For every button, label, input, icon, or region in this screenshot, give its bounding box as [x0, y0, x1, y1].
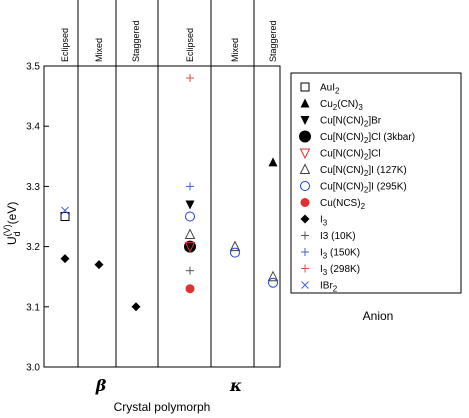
legend-entry-label: Cu2(CN)3 — [320, 99, 363, 112]
group-labels: Eclipsed Mixed Staggered Eclipsed Mixed Stagg… — [60, 20, 278, 62]
legend-entry-label: Cu[N(CN)2]Br — [320, 116, 382, 129]
group-label-staggered: Staggered — [131, 20, 141, 62]
legend-entry-label: Cu[N(CN)2]I (295K) — [320, 182, 407, 195]
point-cu-n-cn-2-i-127k- — [267, 270, 279, 282]
legend-marker — [301, 248, 309, 256]
legend-marker — [301, 264, 309, 273]
point-cu-n-cn-2-cl — [184, 242, 196, 253]
legend-entry-label: I3 (298K) — [320, 264, 360, 277]
point-cu-n-cn-2-i-295k- — [185, 211, 195, 222]
point-cu-n-cn-2-cl-3kbar- — [184, 240, 196, 253]
point-i3-10k- — [186, 266, 194, 275]
point-ibr2 — [61, 206, 69, 215]
legend-entry-label: Cu[N(CN)2]I (127K) — [320, 165, 407, 178]
legend-entry-label: Cu(NCS)2 — [320, 198, 366, 211]
plot-border — [43, 65, 281, 368]
group-label-eclipsed: Eclipsed — [60, 28, 70, 62]
legend-marker — [300, 98, 310, 108]
group-dividers — [77, 0, 255, 367]
point-cu-n-cn-2-br — [185, 200, 195, 210]
legend-marker — [300, 181, 310, 191]
group-label-eclipsed: Eclipsed — [185, 28, 195, 62]
group-label-mixed: Mixed — [230, 38, 240, 62]
point-cu-n-cn-2-i-295k- — [230, 247, 240, 258]
point-i3 — [60, 254, 70, 264]
data-points — [60, 74, 279, 312]
point-cu-ncs-2 — [185, 284, 195, 294]
y-tick-label: 3.4 — [26, 122, 40, 133]
point-cu-n-cn-2-i-295k- — [268, 277, 278, 288]
y-axis-title: Ud(V)(eV) — [2, 202, 22, 245]
legend-marker — [299, 163, 311, 174]
group-label-staggered: Staggered — [268, 20, 278, 62]
point-i3-298k- — [186, 74, 194, 83]
polymorph-label-kappa: κ — [229, 376, 242, 395]
point-cu2-cn-3 — [268, 157, 278, 167]
legend-marker — [299, 148, 311, 160]
legend: AuI2 Cu2(CN)3 Cu[N(CN)2]Br Cu[N(CN)2]Cl (3k… — [290, 72, 462, 294]
y-tick-label: 3.3 — [26, 182, 40, 193]
legend-title: Anion — [363, 309, 394, 323]
legend-marker — [301, 281, 309, 289]
legend-entry-label: Cu[N(CN)2]Cl (3kbar) — [320, 132, 415, 145]
point-aui2 — [60, 212, 70, 221]
legend-marker — [301, 231, 309, 240]
legend-entry-label: Cu[N(CN)2]Cl — [320, 149, 381, 162]
group-label-mixed: Mixed — [94, 38, 104, 62]
legend-marker — [300, 214, 310, 224]
y-tick-label: 3.0 — [26, 363, 40, 374]
point-i3 — [94, 260, 104, 270]
plot-area — [43, 65, 281, 368]
x-axis-title: Crystal polymorph — [114, 400, 211, 414]
legend-box — [290, 72, 462, 294]
point-cu-n-cn-2-i-127k- — [229, 240, 241, 252]
legend-marker — [300, 116, 310, 125]
y-axis-ticks: 3.0 3.1 3.2 3.3 3.4 3.5 — [26, 62, 49, 374]
legend-marker — [299, 130, 311, 143]
legend-marker — [300, 198, 310, 207]
polymorph-label-beta: β — [95, 376, 107, 395]
legend-entry-label: AuI2 — [320, 83, 340, 96]
legend-entry-label: I3 (150K) — [320, 248, 360, 261]
y-tick-label: 3.5 — [26, 62, 40, 73]
point-i3 — [131, 302, 141, 312]
legend-entry-label: I3 (10K) — [320, 231, 356, 242]
y-tick-label: 3.2 — [26, 242, 40, 253]
legend-entry-label: I3 — [320, 215, 328, 228]
point-cu-n-cn-2-i-127k- — [184, 228, 196, 240]
legend-entry-label: IBr2 — [320, 281, 338, 294]
point-i3-150k- — [186, 182, 194, 191]
legend-marker — [300, 82, 310, 92]
y-tick-label: 3.1 — [26, 302, 40, 313]
